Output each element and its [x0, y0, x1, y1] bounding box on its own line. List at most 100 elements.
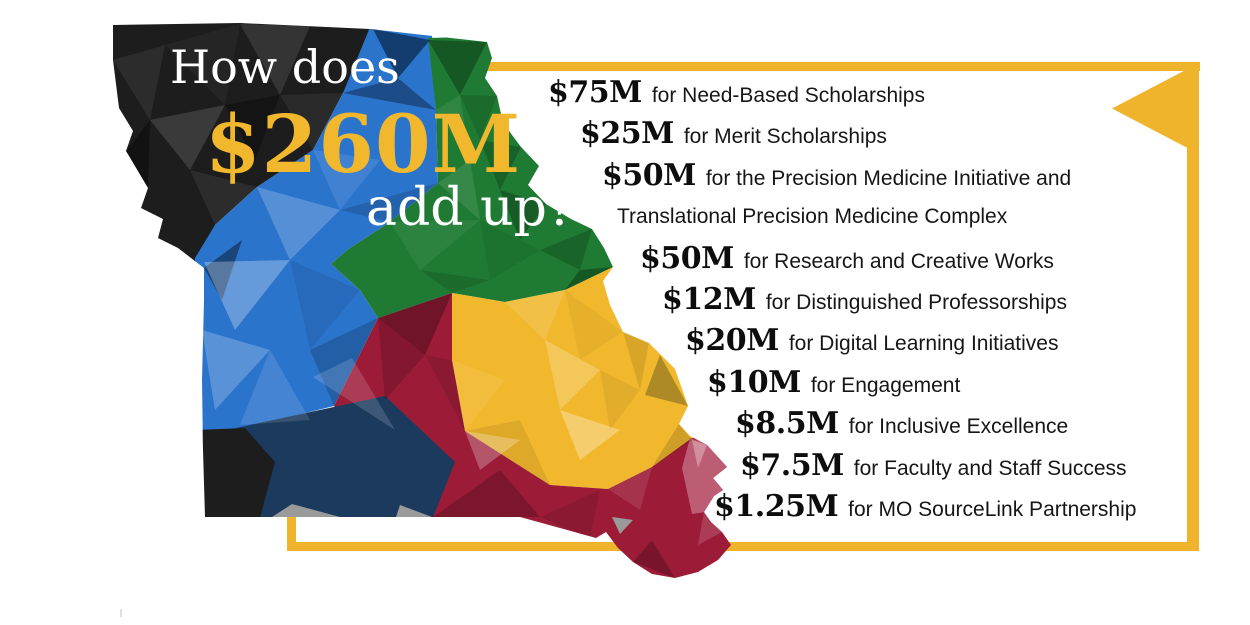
allocation-amount: $50M	[602, 157, 696, 193]
map-region-gray-sliver-neck	[612, 517, 633, 534]
allocation-description: for Faculty and Staff Success	[853, 456, 1127, 480]
allocation-description: for Distinguished Professorships	[765, 290, 1067, 314]
map-facet	[600, 370, 640, 430]
allocation-amount: $25M	[580, 116, 674, 152]
map-facet	[190, 170, 257, 225]
map-facet	[645, 355, 688, 406]
allocation-amount: $75M	[548, 75, 642, 110]
allocation-line: $8.5M for Inclusive Excellence	[735, 403, 1250, 444]
map-facet	[623, 332, 649, 390]
map-facet	[204, 260, 290, 330]
map-facet	[126, 120, 150, 188]
allocation-line: $75M for Need-Based Scholarships	[548, 72, 1250, 113]
map-facet	[240, 24, 310, 95]
allocation-description: for MO SourceLink Partnership	[848, 497, 1137, 521]
map-facet	[113, 45, 165, 120]
allocation-line: $1.25M for MO SourceLink Partnership	[714, 486, 1250, 527]
allocation-description: for Need-Based Scholarships	[651, 84, 925, 107]
map-facet	[373, 29, 430, 78]
allocation-line: Translational Precision Medicine Complex	[617, 196, 1250, 237]
map-facet	[378, 318, 425, 400]
map-facet	[608, 467, 652, 510]
allocation-line: $50M for the Precision Medicine Initiativ…	[602, 155, 1250, 196]
frame-bottom-bar	[287, 542, 1199, 551]
map-facet	[460, 95, 497, 140]
allocation-line: $20M for Digital Learning Initiatives	[685, 320, 1250, 361]
map-facet	[257, 187, 340, 260]
title-total-amount: $260M	[205, 97, 522, 191]
allocation-description: for the Precision Medicine Initiative an…	[705, 166, 1072, 190]
map-facet	[698, 512, 722, 545]
allocation-description: for Merit Scholarships	[683, 125, 887, 149]
map-facet	[452, 360, 505, 431]
map-facet	[340, 183, 438, 222]
allocation-line: $25M for Merit Scholarships	[580, 113, 1250, 154]
map-facet	[378, 293, 452, 355]
allocation-amount: $10M	[707, 364, 801, 400]
allocation-amount: $1.25M	[714, 488, 839, 524]
stray-artifact-mark	[120, 609, 122, 617]
allocation-line: $50M for Research and Creative Works	[640, 238, 1250, 279]
map-facet	[150, 105, 225, 170]
map-facet	[390, 220, 480, 270]
map-facet	[290, 260, 360, 350]
allocation-amount: $12M	[662, 281, 756, 317]
map-facet	[633, 540, 675, 578]
map-facet	[560, 410, 620, 460]
allocation-description: for Digital Learning Initiatives	[788, 332, 1059, 356]
allocation-line: $7.5M for Faculty and Staff Success	[740, 445, 1250, 486]
map-facet	[480, 140, 521, 190]
map-facet	[480, 220, 540, 280]
map-facet	[438, 160, 480, 220]
map-facet	[313, 150, 380, 210]
map-region-gray-sliver-bootheel	[396, 505, 432, 517]
frame-top-bar	[287, 62, 1200, 71]
allocation-line: $10M for Engagement	[707, 362, 1250, 403]
allocation-amount: $20M	[685, 323, 779, 359]
map-region-blue-west	[195, 23, 438, 455]
allocation-description: for Engagement	[810, 373, 961, 397]
map-facet	[500, 190, 546, 240]
map-facet	[313, 358, 395, 430]
map-facet	[433, 470, 540, 517]
map-facet	[420, 270, 490, 293]
allocation-description: Translational Precision Medicine Complex	[617, 205, 1008, 229]
allocation-amount: $50M	[640, 240, 734, 276]
map-facet	[202, 330, 270, 410]
map-region-red-south	[300, 293, 731, 578]
allocation-list: $75M for Need-Based Scholarships $25M for M…	[0, 72, 1250, 527]
map-facet	[540, 490, 600, 538]
map-facet	[165, 24, 240, 105]
title-prefix: How does	[170, 40, 400, 94]
allocation-amount: $7.5M	[740, 447, 844, 483]
map-facet	[204, 240, 242, 300]
map-facet	[505, 290, 565, 340]
map-facets	[113, 24, 722, 578]
map-region-black-northwest	[113, 23, 380, 262]
frame-right-bar	[1187, 62, 1199, 551]
allocation-line: $12M for Distinguished Professorships	[662, 279, 1250, 320]
map-facet	[465, 420, 550, 485]
title-suffix: add up?	[366, 178, 575, 238]
allocation-description: for Inclusive Excellence	[848, 415, 1069, 439]
map-region-gray-sliver-bottom	[272, 504, 340, 517]
map-facet	[692, 440, 707, 468]
map-facet	[652, 424, 692, 467]
map-region-navy-southwest	[236, 396, 455, 520]
map-facet	[545, 340, 600, 410]
map-facet	[343, 78, 436, 110]
map-facet	[280, 93, 343, 150]
allocation-amount: $8.5M	[735, 406, 839, 442]
map-facet	[465, 431, 520, 470]
map-region-black-southwest-corner	[195, 428, 275, 525]
map-facet	[225, 95, 280, 160]
map-facet	[540, 229, 592, 270]
map-facet	[428, 40, 487, 95]
map-facet	[425, 355, 465, 431]
map-facet	[436, 95, 470, 160]
map-facet	[565, 267, 613, 290]
map-facet	[240, 350, 310, 425]
map-facet	[565, 290, 623, 360]
